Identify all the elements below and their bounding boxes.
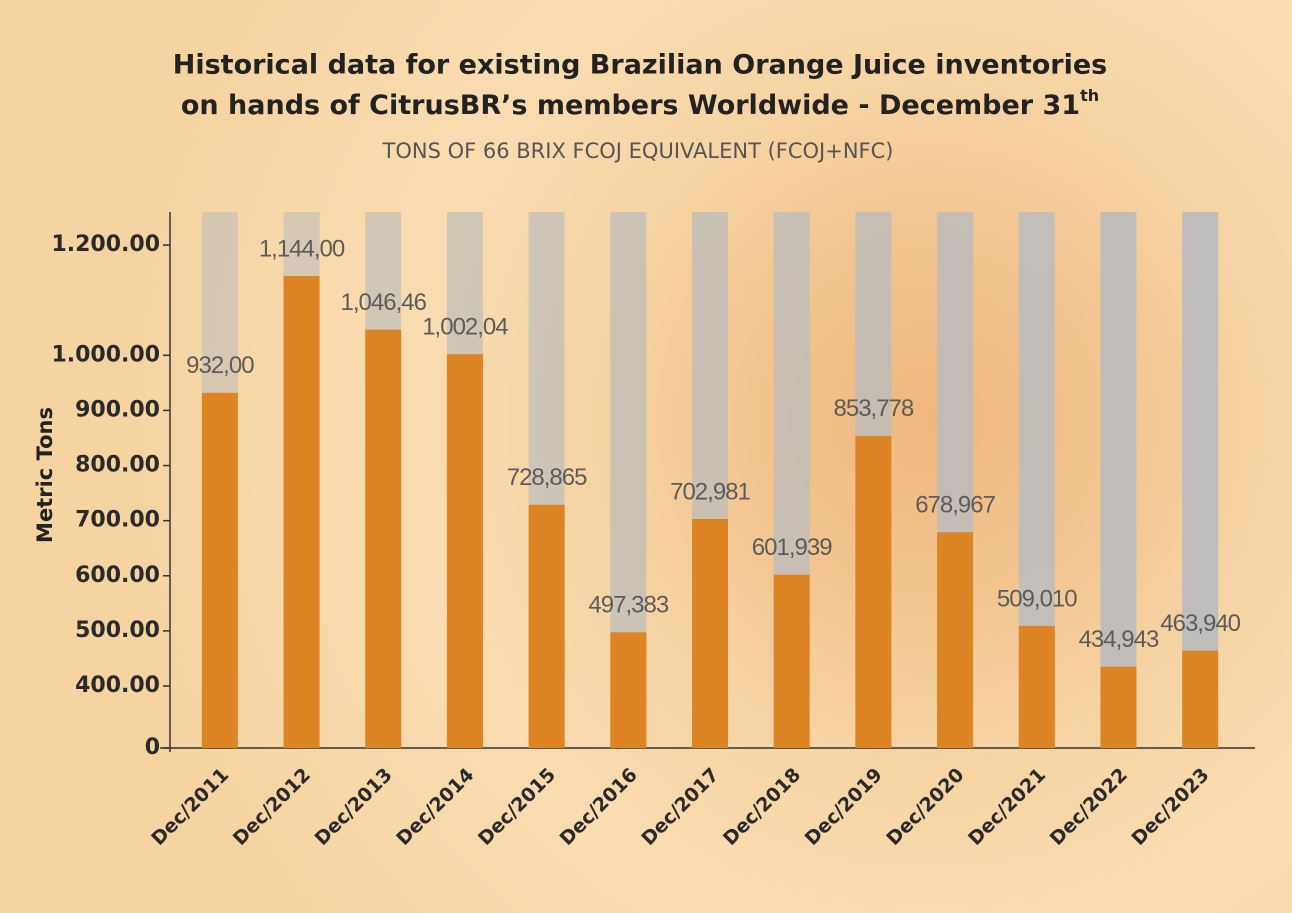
value-label: 932,00 [186,352,254,379]
x-tick-label: Dec/2019 [801,764,887,850]
x-tick-label: Dec/2020 [882,764,968,850]
x-tick-label: Dec/2018 [719,764,805,850]
x-tick-label: Dec/2017 [637,764,723,850]
y-tick-label: 400.00 [75,673,160,698]
bar [528,504,565,748]
value-label: 728,865 [507,464,587,491]
x-tick-label: Dec/2016 [556,764,642,850]
y-tick-label: 900.00 [75,397,160,422]
value-label: 853,778 [834,395,914,422]
bar [610,632,647,748]
value-label: 678,967 [915,492,995,519]
bar [1182,650,1219,748]
bar [855,435,892,748]
value-label: 463,940 [1160,610,1240,637]
x-tick-label: Dec/2021 [964,764,1050,850]
bar [1100,666,1137,748]
bar [1018,625,1055,748]
y-tick-label: 1.000.00 [51,342,160,367]
bar [937,532,974,748]
value-label: 509,010 [997,585,1077,612]
y-tick-label: 500.00 [75,618,160,643]
chart-title: on hands of CitrusBR’s members Worldwide… [181,86,1099,121]
bar [446,354,483,748]
y-tick-label: 1.200.00 [51,232,160,257]
bar [283,275,320,748]
x-tick-label: Dec/2012 [229,764,315,850]
y-axis-label: Metric Tons [33,407,57,543]
value-label: 702,981 [670,478,750,505]
value-label: 497,383 [588,592,668,619]
bar [773,574,810,748]
value-label: 1,144,00 [259,235,345,262]
x-tick-label: Dec/2015 [474,764,560,850]
y-tick-label: 800.00 [75,453,160,478]
chart-title: on hands of CitrusBR’s members Worldwide… [181,90,1080,121]
bar [692,519,728,748]
value-label: 1,002,04 [422,314,508,341]
x-tick-label: Dec/2011 [147,764,233,850]
chart-title: Historical data for existing Brazilian O… [173,50,1108,81]
x-tick-label: Dec/2013 [311,764,397,850]
value-label: 434,943 [1079,626,1159,653]
value-label: 1,046,46 [341,289,427,316]
bar [201,392,238,748]
title-superscript: th [1080,86,1099,105]
bar [365,329,402,748]
y-tick-label: 0 [145,735,160,760]
chart-subtitle: TONS OF 66 BRIX FCOJ EQUIVALENT (FCOJ+NF… [382,139,894,163]
y-tick-label: 600.00 [75,563,160,588]
x-tick-label: Dec/2022 [1046,764,1132,850]
y-tick-label: 700.00 [75,508,160,533]
x-tick-label: Dec/2023 [1127,764,1213,850]
background-bar [1100,212,1137,748]
value-label: 601,939 [752,534,832,561]
x-tick-label: Dec/2014 [392,764,478,850]
